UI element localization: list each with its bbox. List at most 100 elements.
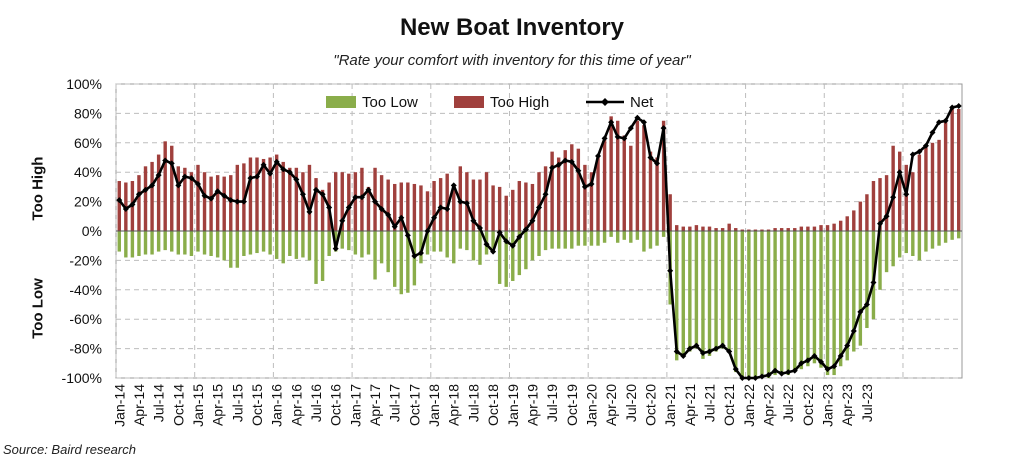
y-tick-label: -40%: [69, 282, 102, 298]
bar-too-high: [904, 164, 908, 231]
net-point: [378, 205, 385, 212]
bar-too-low: [786, 231, 790, 376]
bar-too-low: [675, 231, 679, 361]
bar-too-low: [117, 231, 121, 252]
bar-too-high: [432, 181, 436, 231]
net-point: [791, 367, 798, 374]
bar-too-high: [734, 228, 738, 231]
bar-too-low: [812, 231, 817, 364]
bar-too-high: [497, 186, 502, 231]
net-point: [739, 375, 746, 381]
x-tick-label: Jan-19: [505, 384, 521, 427]
net-point: [542, 191, 549, 198]
net-point: [614, 133, 621, 140]
bar-too-low: [255, 231, 259, 254]
bar-too-low: [235, 231, 240, 268]
bar-too-high: [471, 179, 476, 231]
bar-too-low: [379, 231, 384, 264]
net-point: [352, 194, 359, 201]
bar-too-low: [497, 231, 502, 284]
bar-too-high: [779, 228, 784, 231]
net-point: [254, 173, 260, 180]
bar-too-high: [760, 229, 764, 231]
bar-too-low: [924, 231, 928, 252]
bar-too-low: [307, 231, 312, 261]
net-point: [555, 161, 562, 168]
net-point: [942, 117, 949, 124]
net-point: [135, 191, 142, 198]
bar-too-low: [452, 231, 456, 264]
bar-too-high: [261, 158, 266, 231]
bar-too-low: [445, 231, 449, 258]
bar-too-low: [202, 231, 207, 255]
net-point: [693, 342, 700, 349]
bar-too-high: [714, 228, 718, 231]
bar-too-low: [301, 231, 305, 258]
bar-too-low: [340, 231, 344, 249]
bar-too-high: [484, 172, 489, 231]
y-tick-label: -80%: [69, 341, 102, 357]
bar-too-low: [622, 231, 626, 240]
x-tick-label: Jan-20: [583, 384, 599, 427]
net-point: [463, 200, 470, 207]
net-point: [804, 357, 811, 364]
bar-too-high: [419, 185, 423, 231]
bar-too-high: [511, 189, 515, 231]
bar-too-high: [524, 182, 528, 231]
bar-too-low: [386, 231, 390, 273]
bar-too-high: [924, 147, 928, 231]
bar-too-low: [655, 231, 659, 246]
net-point: [280, 166, 287, 173]
bar-too-low: [143, 231, 148, 255]
net-point: [509, 242, 516, 249]
net-point: [949, 104, 956, 111]
bar-too-high: [274, 154, 279, 231]
bar-too-low: [215, 231, 220, 258]
legend-label-too-low: Too Low: [362, 94, 418, 111]
bar-too-low: [694, 231, 699, 349]
bar-too-low: [852, 231, 856, 352]
x-tick-label: Jan-22: [741, 384, 757, 427]
net-point: [726, 348, 733, 355]
net-point: [936, 119, 943, 126]
bar-too-high: [517, 181, 522, 231]
bar-too-high: [425, 191, 430, 231]
bar-too-low: [176, 231, 181, 255]
bar-too-high: [891, 145, 895, 231]
bar-too-high: [222, 176, 226, 231]
bar-too-low: [930, 231, 935, 249]
bar-too-low: [563, 231, 567, 249]
net-point: [240, 198, 247, 205]
net-point: [647, 154, 654, 161]
bar-too-low: [327, 231, 331, 256]
bar-too-high: [156, 154, 161, 231]
bar-too-high: [202, 172, 207, 231]
bar-too-low: [524, 231, 528, 270]
net-point: [404, 232, 411, 239]
bar-too-low: [373, 231, 377, 280]
net-point: [877, 220, 884, 227]
bar-too-high: [163, 141, 167, 231]
net-point: [181, 173, 188, 180]
bar-too-low: [478, 231, 482, 265]
bar-too-high: [281, 161, 285, 231]
bar-too-high: [386, 179, 390, 231]
x-tick-label: Apr-19: [524, 384, 540, 426]
x-tick-label: Oct-14: [170, 384, 186, 426]
bar-too-low: [248, 231, 253, 255]
bar-too-low: [740, 231, 745, 378]
net-point: [365, 186, 372, 193]
net-point: [424, 228, 431, 234]
net-point: [214, 188, 221, 195]
x-tick-label: Oct-22: [800, 384, 816, 426]
bar-too-high: [806, 226, 810, 231]
net-point: [208, 195, 215, 202]
bar-too-high: [655, 157, 659, 231]
net-point: [857, 308, 864, 315]
net-point: [326, 204, 333, 211]
bar-too-low: [550, 231, 554, 249]
bar-too-low: [661, 231, 666, 237]
bar-too-low: [419, 231, 423, 264]
bar-too-high: [347, 173, 351, 231]
bar-too-low: [720, 231, 725, 349]
